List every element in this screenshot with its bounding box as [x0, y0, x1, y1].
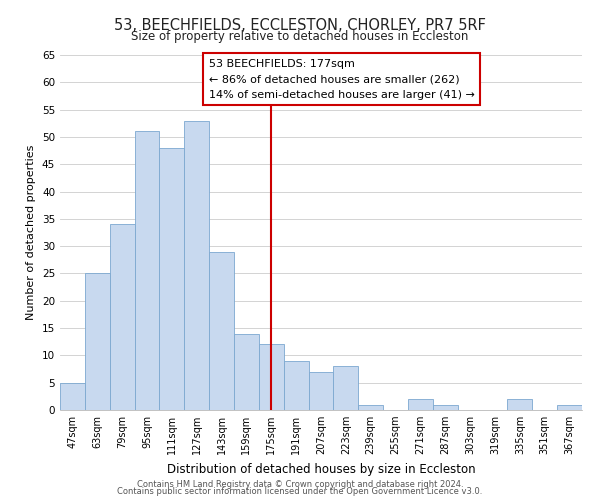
- Bar: [508, 399, 532, 410]
- Y-axis label: Number of detached properties: Number of detached properties: [26, 145, 37, 320]
- Text: Contains HM Land Registry data © Crown copyright and database right 2024.: Contains HM Land Registry data © Crown c…: [137, 480, 463, 489]
- Bar: [308, 372, 334, 410]
- Text: 53 BEECHFIELDS: 177sqm
← 86% of detached houses are smaller (262)
14% of semi-de: 53 BEECHFIELDS: 177sqm ← 86% of detached…: [209, 58, 475, 100]
- X-axis label: Distribution of detached houses by size in Eccleston: Distribution of detached houses by size …: [167, 462, 475, 475]
- Bar: [334, 366, 358, 410]
- Bar: [358, 404, 383, 410]
- Bar: [209, 252, 234, 410]
- Bar: [259, 344, 284, 410]
- Text: 53, BEECHFIELDS, ECCLESTON, CHORLEY, PR7 5RF: 53, BEECHFIELDS, ECCLESTON, CHORLEY, PR7…: [114, 18, 486, 32]
- Bar: [284, 361, 308, 410]
- Bar: [234, 334, 259, 410]
- Bar: [110, 224, 134, 410]
- Text: Contains public sector information licensed under the Open Government Licence v3: Contains public sector information licen…: [118, 487, 482, 496]
- Bar: [184, 120, 209, 410]
- Bar: [433, 404, 458, 410]
- Bar: [134, 132, 160, 410]
- Bar: [557, 404, 582, 410]
- Bar: [60, 382, 85, 410]
- Bar: [160, 148, 184, 410]
- Text: Size of property relative to detached houses in Eccleston: Size of property relative to detached ho…: [131, 30, 469, 43]
- Bar: [408, 399, 433, 410]
- Bar: [85, 274, 110, 410]
